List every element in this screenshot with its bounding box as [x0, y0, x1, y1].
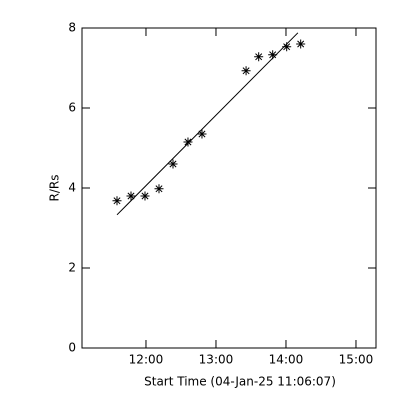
- x-axis-label: Start Time (04-Jan-25 11:06:07): [144, 375, 336, 389]
- y-tick-label: 2: [68, 261, 76, 275]
- point: [268, 50, 278, 60]
- y-tick-label: 8: [68, 21, 76, 35]
- x-tick-label: 13:00: [199, 353, 234, 367]
- point: [126, 191, 136, 201]
- point: [296, 39, 306, 49]
- point: [254, 52, 264, 62]
- point: [154, 184, 164, 194]
- point: [168, 159, 178, 169]
- point: [112, 196, 122, 206]
- y-tick-label: 4: [68, 181, 76, 195]
- fit-line: [116, 32, 299, 216]
- x-tick-label: 12:00: [129, 353, 164, 367]
- point: [282, 42, 292, 52]
- y-tick-label: 0: [68, 341, 76, 355]
- point: [197, 129, 207, 139]
- point: [241, 66, 251, 76]
- point: [140, 191, 150, 201]
- point: [183, 137, 193, 147]
- x-tick-label: 15:00: [339, 353, 374, 367]
- x-tick-label: 14:00: [269, 353, 304, 367]
- plot-frame: [81, 27, 377, 349]
- y-axis-label: R/Rs: [48, 175, 62, 202]
- y-tick-label: 6: [68, 101, 76, 115]
